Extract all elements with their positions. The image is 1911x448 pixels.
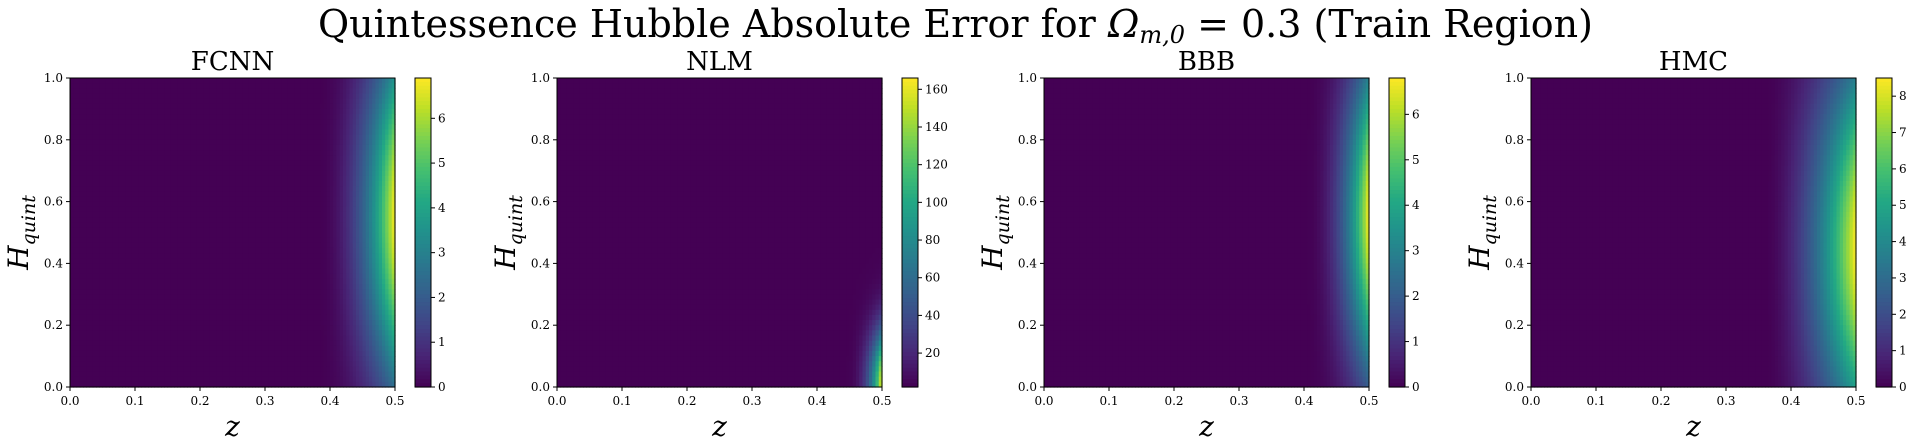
chart-panel-fcnn: 0.0 0.1 0.2 0.3 0.4 0.50.00.20.40.60.81.0FCNN… <box>2 47 446 443</box>
heatmap-cells <box>70 78 396 388</box>
